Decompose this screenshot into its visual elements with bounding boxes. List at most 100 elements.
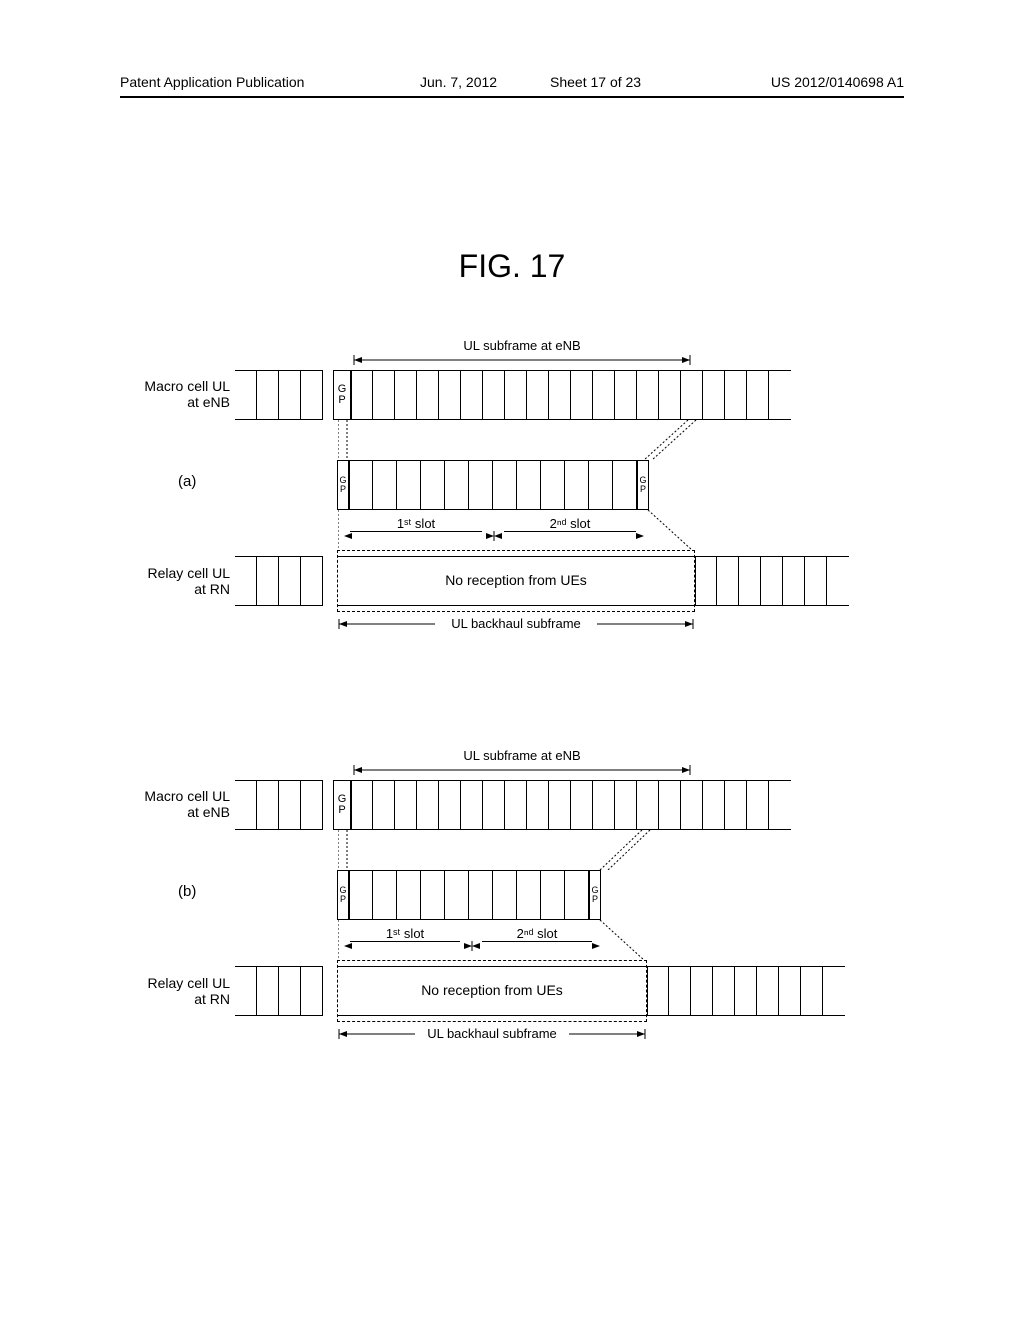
symbol [417, 371, 439, 419]
symbol [681, 781, 703, 829]
symbol [373, 461, 397, 509]
symbol [493, 461, 517, 509]
symbol [373, 781, 395, 829]
symbol [235, 967, 257, 1015]
gp-small-right-a: G P [637, 460, 649, 510]
symbol [695, 557, 717, 605]
row1-right-seg-b [351, 780, 791, 830]
symbol [301, 371, 323, 419]
page: Patent Application Publication Jun. 7, 2… [0, 0, 1024, 1320]
symbol [647, 967, 669, 1015]
diagram-a: UL subframe at eNB Macro cell UL at eNB … [0, 338, 1024, 688]
gp-p-lb: P [340, 895, 346, 904]
symbol [659, 371, 681, 419]
symbol [565, 871, 589, 919]
row3-right-a [695, 556, 849, 606]
symbol [613, 461, 637, 509]
row1-left-seg [235, 370, 323, 420]
symbol [351, 371, 373, 419]
symbol [827, 557, 849, 605]
diagonal-connectors-b [338, 830, 698, 870]
symbol [757, 967, 779, 1015]
symbol [615, 371, 637, 419]
top-bracket-label-b: UL subframe at eNB [352, 748, 692, 763]
gp-p-l: P [340, 485, 346, 494]
symbol [483, 371, 505, 419]
symbol [461, 781, 483, 829]
row3-left-a [235, 556, 323, 606]
symbol [589, 461, 613, 509]
symbol [373, 371, 395, 419]
gp-p-rb: P [592, 895, 598, 904]
row3-label-l1-a: Relay cell UL [110, 565, 230, 581]
header-right: US 2012/0140698 A1 [771, 74, 904, 90]
mid-seg-a [349, 460, 637, 510]
symbol [549, 781, 571, 829]
header-sheet: Sheet 17 of 23 [550, 74, 641, 90]
row1-left-seg-b [235, 780, 323, 830]
symbol [691, 967, 713, 1015]
symbol [493, 871, 517, 919]
row3-label-l2-a: at RN [110, 581, 230, 597]
symbol [257, 967, 279, 1015]
gp-box-b: G P [333, 780, 351, 830]
symbol [593, 371, 615, 419]
symbol [235, 781, 257, 829]
symbol [769, 371, 791, 419]
diagram-b: UL subframe at eNB Macro cell UL at eNB … [0, 748, 1024, 1098]
symbol [235, 371, 257, 419]
symbol [257, 781, 279, 829]
symbol [571, 371, 593, 419]
symbol [395, 781, 417, 829]
symbol [301, 557, 323, 605]
symbol [681, 371, 703, 419]
symbol [779, 967, 801, 1015]
symbol [483, 781, 505, 829]
sub-b: (b) [178, 883, 196, 900]
symbol [615, 781, 637, 829]
symbol [801, 967, 823, 1015]
diagonal-connectors-b2 [338, 920, 698, 960]
symbol [257, 557, 279, 605]
symbol [669, 967, 691, 1015]
symbol [735, 967, 757, 1015]
symbol [747, 781, 769, 829]
symbol [421, 461, 445, 509]
gp-small-right-b: G P [589, 870, 601, 920]
symbol [469, 871, 493, 919]
sub-a: (a) [178, 473, 196, 490]
symbol [279, 781, 301, 829]
row1-label-l2-b: at eNB [110, 804, 230, 820]
row1-right-seg [351, 370, 791, 420]
row1-label-l2: at eNB [110, 394, 230, 410]
row3-left-b [235, 966, 323, 1016]
diagonal-connectors-a [338, 420, 698, 460]
symbol [593, 781, 615, 829]
top-bracket-arrow [352, 354, 692, 366]
gp-small-left-b: G P [337, 870, 349, 920]
symbol [725, 371, 747, 419]
header-center: Jun. 7, 2012 [420, 74, 497, 90]
top-bracket-label: UL subframe at eNB [352, 338, 692, 353]
gp-p: P [338, 395, 345, 406]
row3-label-b: Relay cell UL at RN [110, 975, 230, 1007]
symbol [725, 781, 747, 829]
row3-label-l2-b: at RN [110, 991, 230, 1007]
symbol [517, 871, 541, 919]
symbol [527, 371, 549, 419]
symbol [417, 781, 439, 829]
symbol [517, 461, 541, 509]
row1-label: Macro cell UL at eNB [110, 378, 230, 410]
symbol [717, 557, 739, 605]
symbol [823, 967, 845, 1015]
symbol [351, 781, 373, 829]
symbol [761, 557, 783, 605]
symbol [279, 967, 301, 1015]
row1-label-b: Macro cell UL at eNB [110, 788, 230, 820]
symbol [637, 371, 659, 419]
symbol [805, 557, 827, 605]
symbol [301, 967, 323, 1015]
symbol [439, 781, 461, 829]
symbol [541, 871, 565, 919]
diagonal-connectors-a2 [338, 510, 698, 550]
